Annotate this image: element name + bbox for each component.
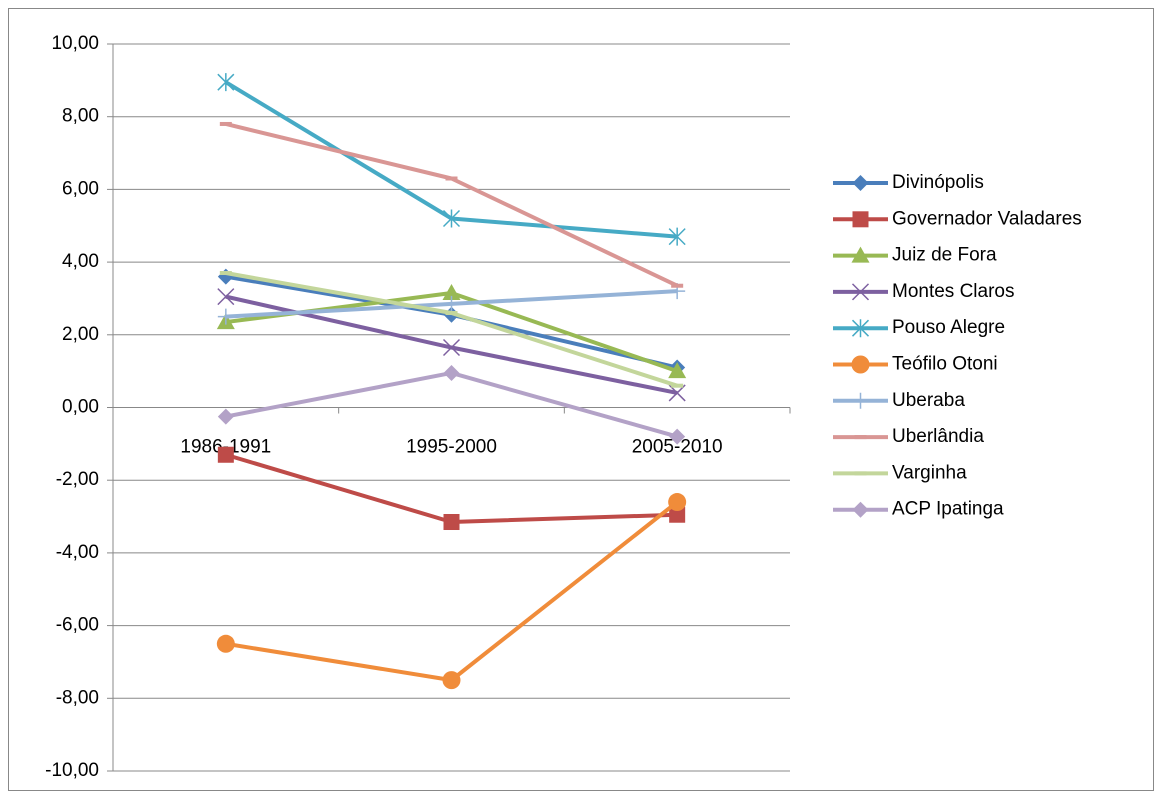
- marker: [669, 506, 686, 523]
- marker: [442, 671, 461, 690]
- legend-label: Governador Valadares: [892, 208, 1082, 229]
- marker: [217, 288, 235, 306]
- marker: [668, 362, 687, 379]
- marker: [852, 175, 869, 191]
- marker: [443, 364, 460, 381]
- legend-label: Varginha: [892, 462, 967, 483]
- marker: [443, 295, 460, 312]
- marker: [851, 355, 870, 374]
- marker: [217, 446, 234, 463]
- y-tick-label: -6,00: [56, 615, 99, 636]
- marker: [851, 319, 870, 338]
- legend-label: Montes Claros: [892, 281, 1015, 302]
- marker: [217, 408, 234, 425]
- legend-label: ACP Ipatinga: [892, 499, 1004, 520]
- y-tick-label: 6,00: [62, 178, 99, 199]
- y-tick-label: 10,00: [51, 33, 99, 54]
- marker: [217, 73, 235, 92]
- x-tick-label: 1995-2000: [406, 437, 497, 458]
- legend-label: Divinópolis: [892, 172, 984, 193]
- marker: [851, 246, 870, 263]
- marker: [852, 211, 869, 228]
- legend-label: Juiz de Fora: [892, 245, 997, 266]
- legend-label: Teófilo Otoni: [892, 354, 998, 375]
- y-tick-label: -4,00: [56, 542, 99, 563]
- y-tick-label: 2,00: [62, 324, 99, 345]
- marker: [852, 392, 869, 409]
- legend-label: Uberlândia: [892, 426, 984, 447]
- marker: [668, 493, 687, 512]
- y-tick-label: 8,00: [62, 106, 99, 127]
- marker: [216, 634, 235, 653]
- marker: [852, 501, 869, 518]
- legend-label: Uberaba: [892, 390, 965, 411]
- marker: [443, 514, 460, 531]
- marker: [442, 209, 461, 228]
- y-tick-label: 0,00: [62, 397, 99, 418]
- marker: [851, 283, 870, 301]
- marker: [442, 283, 461, 300]
- y-tick-label: -2,00: [56, 469, 99, 490]
- marker: [442, 338, 461, 357]
- x-tick-label: 2005-2010: [632, 437, 723, 458]
- marker: [217, 308, 234, 325]
- chart-border: [8, 8, 1154, 791]
- y-tick-label: 4,00: [62, 251, 99, 272]
- marker: [668, 227, 686, 246]
- marker: [669, 428, 686, 445]
- y-tick-label: -8,00: [56, 687, 99, 708]
- y-tick-label: -10,00: [45, 760, 99, 781]
- legend-label: Pouso Alegre: [892, 317, 1005, 338]
